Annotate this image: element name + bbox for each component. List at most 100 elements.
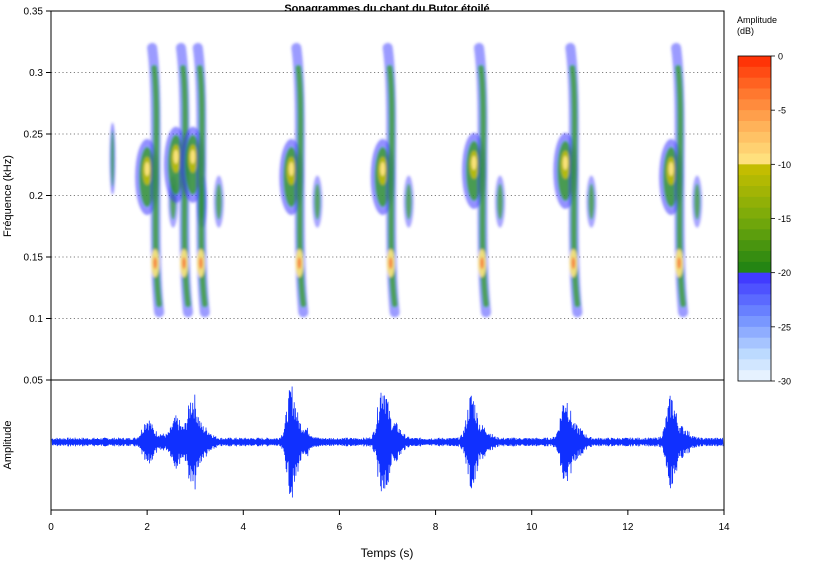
colorbar-title-line2: (dB) xyxy=(737,26,754,36)
waveform-trace xyxy=(51,386,724,498)
colorbar-swatches xyxy=(738,56,771,382)
spectrogram-note xyxy=(659,42,703,318)
spectrogram-note xyxy=(109,122,116,195)
colorbar-tick-label: -25 xyxy=(778,322,791,332)
note-chirp-body xyxy=(478,64,490,308)
time-tick-label: 0 xyxy=(48,522,54,533)
note-secondary-body xyxy=(405,183,412,220)
frequency-tick-label: 0.15 xyxy=(24,253,44,264)
note-chirp-hot xyxy=(388,257,393,270)
colorbar-swatch xyxy=(738,121,771,133)
spectrogram-note xyxy=(279,42,323,318)
colorbar-tick-label: -5 xyxy=(778,106,786,116)
note-chirp-hot xyxy=(677,257,681,270)
time-tick-label: 12 xyxy=(622,522,634,533)
note-chirp-body xyxy=(151,64,163,308)
note-secondary-body xyxy=(694,183,701,220)
note-secondary-body xyxy=(215,183,222,220)
colorbar-swatch xyxy=(738,153,771,165)
time-tick-label: 6 xyxy=(337,522,343,533)
colorbar-swatch xyxy=(738,99,771,111)
colorbar-swatch xyxy=(738,283,771,295)
note-onset-peak xyxy=(190,149,196,164)
note-onset-peak xyxy=(288,162,294,177)
waveform-frame xyxy=(50,379,725,511)
note-chirp-hot xyxy=(199,257,203,270)
colorbar-swatch xyxy=(738,56,771,68)
note-chirp-body xyxy=(569,64,581,308)
note-secondary-body xyxy=(314,183,321,220)
colorbar-swatch xyxy=(738,110,771,122)
colorbar-swatch xyxy=(738,88,771,100)
spectrogram-notes xyxy=(109,42,703,318)
colorbar-swatch xyxy=(738,359,771,371)
colorbar-tick-label: -15 xyxy=(778,214,791,224)
colorbar-swatch xyxy=(738,207,771,219)
colorbar-swatch xyxy=(738,142,771,154)
colorbar-ticks: 0 -5 -10 -15 -20 -25 -30 xyxy=(771,52,791,387)
note-onset-peak xyxy=(144,162,150,177)
colorbar-swatch xyxy=(738,196,771,209)
note-chirp-body xyxy=(196,64,208,308)
note-onset-body xyxy=(111,130,115,187)
time-tick-label: 8 xyxy=(433,522,439,533)
spectrogram-panel: 0.05 0.1 0.15 0.2 0.25 0.3 0.35 Fréquence (kHz… xyxy=(2,7,725,387)
colorbar-title-line1: Amplitude xyxy=(737,15,777,25)
note-secondary-body xyxy=(497,183,504,220)
frequency-tick-label: 0.35 xyxy=(24,7,44,18)
note-onset-peak xyxy=(380,162,386,177)
note-chirp-body xyxy=(386,64,398,308)
spectrogram-note xyxy=(135,42,179,318)
colorbar-tick-label: -30 xyxy=(778,377,791,387)
time-tick-label: 2 xyxy=(144,522,150,533)
colorbar-tick-label: -20 xyxy=(778,268,791,278)
frequency-tick-label: 0.2 xyxy=(29,191,43,202)
colorbar-swatch xyxy=(738,186,771,198)
time-tick-label: 10 xyxy=(526,522,538,533)
frequency-tick-label: 0.05 xyxy=(24,376,44,387)
spectrogram-note xyxy=(370,42,414,318)
colorbar-swatch xyxy=(738,218,771,230)
colorbar-swatch xyxy=(738,370,771,382)
colorbar-swatch xyxy=(738,348,771,360)
note-chirp-body xyxy=(295,64,307,308)
colorbar-swatch xyxy=(738,337,771,349)
colorbar-swatch xyxy=(738,316,771,328)
frequency-tick-label: 0.25 xyxy=(24,130,44,141)
colorbar-swatch xyxy=(738,131,771,144)
note-secondary-body xyxy=(588,183,595,220)
colorbar-swatch xyxy=(738,294,771,306)
note-onset-peak xyxy=(562,155,568,170)
colorbar-swatch xyxy=(738,175,771,187)
frequency-tick-label: 0.1 xyxy=(29,314,43,325)
colorbar-swatch xyxy=(738,272,771,284)
time-tick-label: 14 xyxy=(718,522,730,533)
note-onset-peak xyxy=(471,155,477,170)
colorbar-swatch xyxy=(738,251,771,263)
colorbar-swatch xyxy=(738,66,771,79)
waveform-panel: Amplitude 0 2 4 6 8 10 12 14 Temps (s) xyxy=(2,379,730,560)
colorbar-swatch xyxy=(738,326,771,339)
colorbar-swatch xyxy=(738,77,771,89)
note-onset-peak xyxy=(173,149,179,164)
colorbar-tick-label: -10 xyxy=(778,160,791,170)
colorbar-swatch xyxy=(738,305,771,317)
note-onset-peak xyxy=(668,162,674,177)
spectrogram-note xyxy=(180,42,224,318)
frequency-axis-ticks: 0.05 0.1 0.15 0.2 0.25 0.3 0.35 xyxy=(24,7,51,387)
frequency-tick-label: 0.3 xyxy=(29,68,43,79)
spectrogram-note xyxy=(462,42,506,318)
note-chirp-hot xyxy=(182,257,186,270)
note-chirp-hot xyxy=(571,257,576,270)
note-chirp-hot xyxy=(297,257,302,270)
note-chirp-hot xyxy=(480,257,484,270)
colorbar-swatch xyxy=(738,164,771,176)
amplitude-colorbar: Amplitude (dB) 0 -5 -10 -15 -20 -25 -30 xyxy=(737,15,791,387)
amplitude-axis-label: Amplitude xyxy=(2,421,14,470)
note-chirp-hot xyxy=(153,257,157,270)
spectrogram-note xyxy=(553,42,597,318)
note-chirp-body xyxy=(675,64,687,308)
time-axis-ticks: 0 2 4 6 8 10 12 14 xyxy=(48,510,730,533)
colorbar-swatch xyxy=(738,240,771,252)
